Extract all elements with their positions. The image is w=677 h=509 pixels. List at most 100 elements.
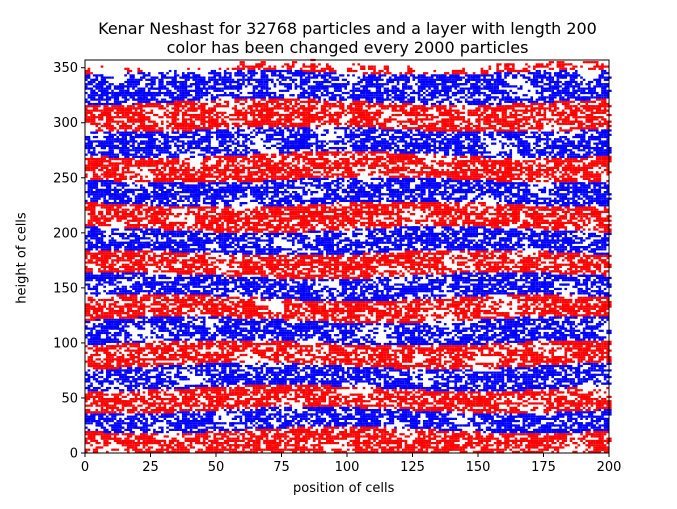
deposit-cell	[119, 345, 122, 348]
deposit-cell	[95, 131, 99, 134]
deposit-cell	[192, 263, 196, 266]
deposit-cell	[187, 146, 193, 150]
deposit-cell	[187, 437, 190, 440]
deposit-cell	[160, 448, 164, 451]
deposit-cell	[111, 162, 114, 165]
deposit-cell	[176, 204, 180, 207]
deposit-cell	[142, 257, 146, 260]
deposit-cell	[187, 204, 190, 207]
deposit-cell	[176, 107, 180, 110]
deposit-cell	[124, 360, 130, 363]
deposit-cell	[108, 124, 114, 128]
deposit-cell	[108, 197, 112, 200]
deposit-cell	[119, 124, 125, 128]
deposit-cell	[150, 208, 154, 211]
deposit-cell	[197, 419, 201, 423]
deposit-cell	[184, 78, 188, 81]
deposit-cell	[187, 250, 190, 253]
deposit-cell	[92, 182, 99, 185]
deposit-cell	[189, 358, 193, 361]
deposit-cell	[192, 100, 196, 103]
deposit-cell	[153, 228, 156, 231]
deposit-cell	[155, 294, 159, 297]
deposit-cell	[205, 193, 209, 196]
deposit-cell	[103, 140, 106, 143]
deposit-cell	[192, 138, 196, 141]
deposit-cell	[187, 400, 190, 403]
deposit-cell	[213, 113, 216, 117]
deposit-cell	[187, 422, 193, 425]
deposit-cell	[116, 122, 120, 125]
deposit-cell	[105, 124, 109, 128]
deposit-cell	[103, 351, 109, 354]
deposit-cell	[129, 375, 135, 379]
deposit-cell	[111, 316, 114, 319]
deposit-cell	[119, 276, 125, 280]
deposit-cell	[155, 358, 159, 361]
deposit-cell	[140, 107, 143, 110]
deposit-cell	[132, 400, 138, 403]
deposit-cell	[119, 175, 125, 178]
deposit-cell	[119, 290, 122, 293]
deposit-cell	[140, 397, 146, 401]
deposit-cell	[147, 206, 154, 209]
deposit-cell	[176, 444, 180, 447]
deposit-cell	[210, 279, 214, 282]
deposit-cell	[174, 184, 177, 187]
deposit-cell	[85, 237, 88, 240]
deposit-cell	[208, 307, 214, 310]
deposit-cell	[184, 102, 190, 106]
deposit-cell	[121, 199, 125, 203]
deposit-cell	[184, 252, 190, 255]
deposit-cell	[179, 371, 182, 374]
deposit-cell	[98, 358, 101, 361]
deposit-cell	[213, 305, 216, 308]
deposit-cell	[142, 338, 146, 341]
deposit-cell	[134, 301, 141, 304]
deposit-cell	[210, 287, 214, 291]
deposit-cell	[87, 195, 91, 198]
deposit-cell	[129, 318, 135, 321]
deposit-cell	[158, 397, 161, 401]
deposit-cell	[208, 327, 211, 330]
deposit-cell	[216, 439, 219, 442]
deposit-cell	[179, 270, 182, 273]
deposit-cell	[153, 422, 156, 425]
deposit-cell	[216, 228, 219, 231]
deposit-cell	[181, 89, 185, 92]
deposit-cell	[134, 107, 141, 110]
deposit-cell	[171, 406, 175, 409]
deposit-cell	[150, 417, 154, 420]
deposit-cell	[121, 168, 125, 172]
deposit-cell	[202, 202, 209, 205]
deposit-cell	[174, 279, 180, 282]
deposit-cell	[176, 140, 180, 143]
deposit-cell	[192, 96, 198, 99]
deposit-cell	[126, 309, 130, 313]
deposit-cell	[103, 202, 109, 205]
deposit-cell	[147, 437, 151, 440]
deposit-cell	[129, 371, 133, 374]
deposit-cell	[124, 202, 127, 205]
deposit-cell	[189, 263, 193, 266]
deposit-cell	[171, 298, 177, 302]
deposit-cell	[116, 96, 120, 99]
deposit-cell	[147, 197, 151, 200]
deposit-cell	[179, 428, 182, 431]
deposit-cell	[176, 221, 182, 225]
deposit-cell	[168, 89, 172, 92]
deposit-cell	[132, 316, 138, 319]
deposit-cell	[95, 342, 99, 346]
deposit-cell	[140, 428, 143, 431]
deposit-cell	[103, 111, 109, 114]
deposit-cell	[153, 193, 156, 196]
deposit-cell	[103, 439, 106, 442]
deposit-cell	[134, 188, 138, 191]
deposit-cell	[95, 283, 99, 286]
deposit-cell	[92, 184, 96, 187]
deposit-cell	[119, 373, 122, 376]
deposit-cell	[150, 142, 154, 145]
deposit-cell	[134, 206, 141, 209]
deposit-cell	[158, 140, 161, 143]
deposit-cell	[189, 237, 193, 240]
